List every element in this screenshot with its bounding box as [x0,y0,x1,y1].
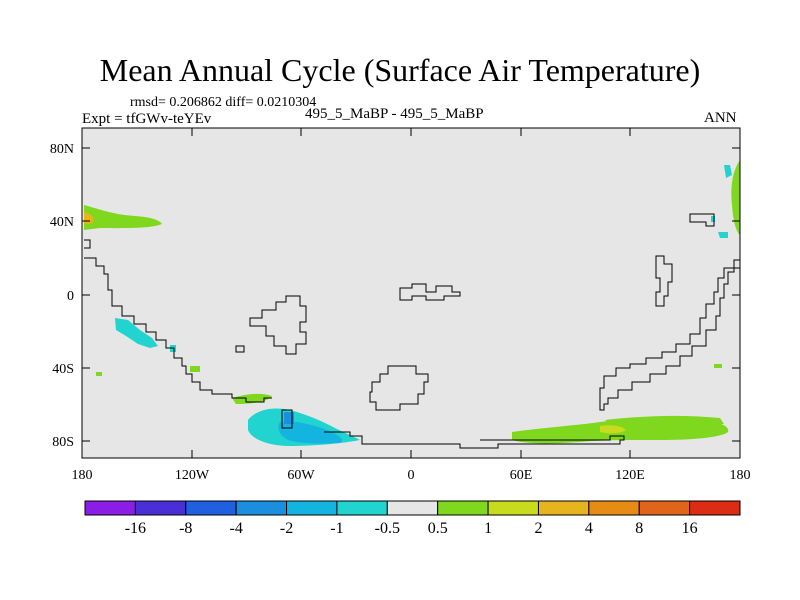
colorbar-label: -2 [280,520,293,537]
colorbar-label: 8 [635,520,643,537]
lon-tick-label: 60W [287,468,315,483]
colorbar-label: -0.5 [375,520,400,537]
colorbar-swatch [134,500,187,516]
patch-teal-antarctic [278,421,343,444]
coastline-africa-south [369,365,429,411]
patch-yellow-antarctic [600,425,626,434]
map-background [82,128,740,458]
colorbar-swatch [185,500,237,516]
colorbar-swatch [437,500,489,516]
coastline-small-island [235,345,245,353]
colorbar: -16 -8 -4 -2 -1 -0.5 0.5 1 2 4 8 16 [84,500,741,537]
experiment-label: Expt = tfGWv-teYEv [82,111,212,127]
comparison-label: 495_5_MaBP - 495_5_MaBP [305,106,484,122]
colorbar-label: -1 [330,520,343,537]
patch-green-ross [605,415,724,424]
coastline-americas [84,239,272,403]
colorbar-swatch [487,500,539,516]
patch-green-small-east [714,364,722,368]
colorbar-swatch [84,500,136,516]
colorbar-swatch [286,500,338,516]
patch-green-north-atlantic [84,205,162,230]
lat-tick-label: 80N [50,142,74,157]
season-label: ANN [704,110,737,126]
colorbar-swatch [638,500,691,516]
colorbar-swatch [336,500,388,516]
patch-green-northeast [731,160,740,235]
colorbar-swatch [588,500,640,516]
lon-tick-label: 0 [408,468,415,483]
colorbar-label: 16 [682,520,698,537]
colorbar-label: 2 [534,520,542,537]
patch-cyan-andes [115,318,158,348]
coastline-central-america [249,295,307,355]
lat-tick-label: 40S [52,362,74,377]
colorbar-label: -8 [179,520,192,537]
patch-green-south-america [190,366,200,372]
coastline-australia-asia [599,259,740,411]
colorbar-label: -16 [125,520,146,537]
colorbar-label: -4 [229,520,242,537]
colorbar-swatch [537,500,590,516]
lon-tick-label: 60E [510,468,533,483]
lon-tick-label: 120E [615,468,645,483]
lon-tick-label: 180 [730,468,751,483]
patch-green-small-2 [96,372,102,376]
stats-label: rmsd= 0.206862 diff= 0.0210304 [130,95,317,110]
patch-cyan-northeast [724,165,732,178]
colorbar-label: 4 [585,520,593,537]
lat-axis [82,147,740,442]
colorbar-label: 0.5 [428,520,448,537]
lon-tick-label: 120W [175,468,210,483]
lat-tick-label: 80S [52,435,74,450]
coastlines [84,213,740,449]
patch-cyan-small-east [718,232,728,238]
colorbar-swatch [235,500,288,516]
coastline-antarctica [324,431,625,449]
coastline-northeast-land [689,213,715,227]
coastline-antarctic-peninsula [281,409,293,429]
colorbar-swatch [689,500,741,516]
map-title: Mean Annual Cycle (Surface Air Temperatu… [99,52,701,88]
lon-tick-label: 180 [72,468,93,483]
patch-green-antarctic-west [232,393,272,404]
colorbar-swatch [386,500,439,516]
lat-tick-label: 40N [50,215,74,230]
coastline-africa-north [399,283,461,301]
colorbar-label: 1 [484,520,492,537]
lon-axis [191,128,631,458]
anomaly-patches [84,160,740,446]
coastline-japan-island [655,255,673,307]
lat-tick-label: 0 [67,289,74,304]
